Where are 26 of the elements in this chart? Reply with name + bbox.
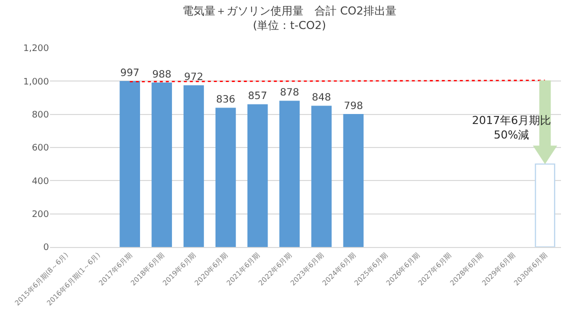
data-label: 878 [280, 88, 300, 99]
bar [184, 85, 204, 247]
bar [247, 104, 268, 247]
bar [311, 106, 332, 247]
y-tick-label: 200 [32, 210, 50, 220]
chart-title: 電気量＋ガソリン使用量 合計 CO2排出量 [182, 4, 396, 18]
data-label: 988 [152, 69, 172, 80]
y-tick-label: 400 [32, 176, 50, 187]
data-label: 972 [184, 72, 204, 84]
y-tick-label: 1,200 [23, 44, 50, 54]
bar [215, 108, 236, 247]
bar [152, 82, 172, 247]
bar [279, 100, 300, 247]
bar [120, 81, 140, 247]
data-label: 997 [120, 68, 140, 79]
y-tick-label: 1,000 [23, 77, 50, 88]
data-label: 848 [312, 92, 332, 104]
chart-subtitle: (単位：t-CO2) [252, 18, 326, 32]
y-tick-label: 0 [43, 243, 50, 254]
data-label: 857 [248, 91, 268, 102]
data-label: 798 [344, 100, 363, 112]
data-label: 836 [216, 94, 236, 106]
y-tick-label: 600 [32, 144, 50, 154]
bar [343, 114, 364, 247]
annotation: 2017年6月期比 50%減 [472, 114, 551, 142]
y-tick-label: 800 [32, 110, 50, 120]
